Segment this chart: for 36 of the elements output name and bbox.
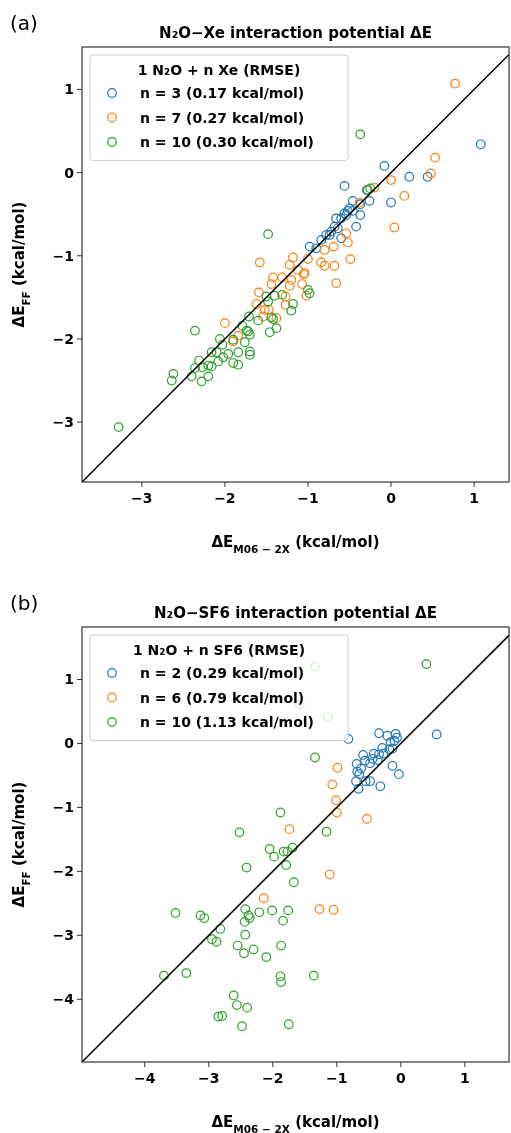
legend-label: n = 7 (0.27 kcal/mol) [140,109,305,126]
y-tick-label: 0 [64,164,75,181]
x-tick-label: 0 [395,1070,406,1086]
y-tick-label: 1 [64,671,74,688]
x-axis-title: ΔE$_{M06 − 2X}$ (kcal/mol) [211,1113,380,1133]
x-axis-title: ΔE$_{M06 − 2X}$ (kcal/mol) [211,533,380,555]
y-tick-label: 1 [64,81,74,98]
legend-title: 1 N₂O + n Xe (RMSE) [137,62,301,78]
y-tick-label: −2 [52,863,74,880]
y-tick-label: −3 [52,927,74,944]
x-tick-label: −4 [134,1070,156,1086]
x-tick-label: −3 [198,1070,220,1086]
chart-title: N₂O−SF6 interaction potential ΔE [154,604,437,622]
legend-label: n = 10 (1.13 kcal/mol) [140,714,314,730]
text: (a) [10,11,38,35]
x-tick-label: 0 [386,490,397,506]
legend-label: n = 10 (0.30 kcal/mol) [140,134,314,150]
y-tick-label: 0 [64,735,75,752]
y-tick-label: −1 [52,247,74,264]
y-tick-label: −2 [52,330,74,347]
y-tick-label: −1 [52,799,74,816]
y-tick-label: −4 [52,991,75,1008]
x-tick-label: −2 [262,1070,284,1086]
text: (b) [10,591,39,615]
x-tick-label: −1 [326,1070,348,1086]
x-tick-label: 1 [459,1070,470,1086]
legend-title: 1 N₂O + n SF6 (RMSE) [132,642,306,658]
y-tick-label: −3 [52,414,74,431]
x-tick-label: −1 [297,490,319,506]
x-tick-label: −2 [214,490,236,506]
x-tick-label: −3 [131,490,153,506]
x-tick-label: 1 [469,490,479,506]
legend-label: n = 6 (0.79 kcal/mol) [140,689,305,706]
legend-label: n = 3 (0.17 kcal/mol) [140,85,305,101]
legend-label: n = 2 (0.29 kcal/mol) [140,665,305,681]
chart-title: N₂O−Xe interaction potential ΔE [159,24,432,42]
